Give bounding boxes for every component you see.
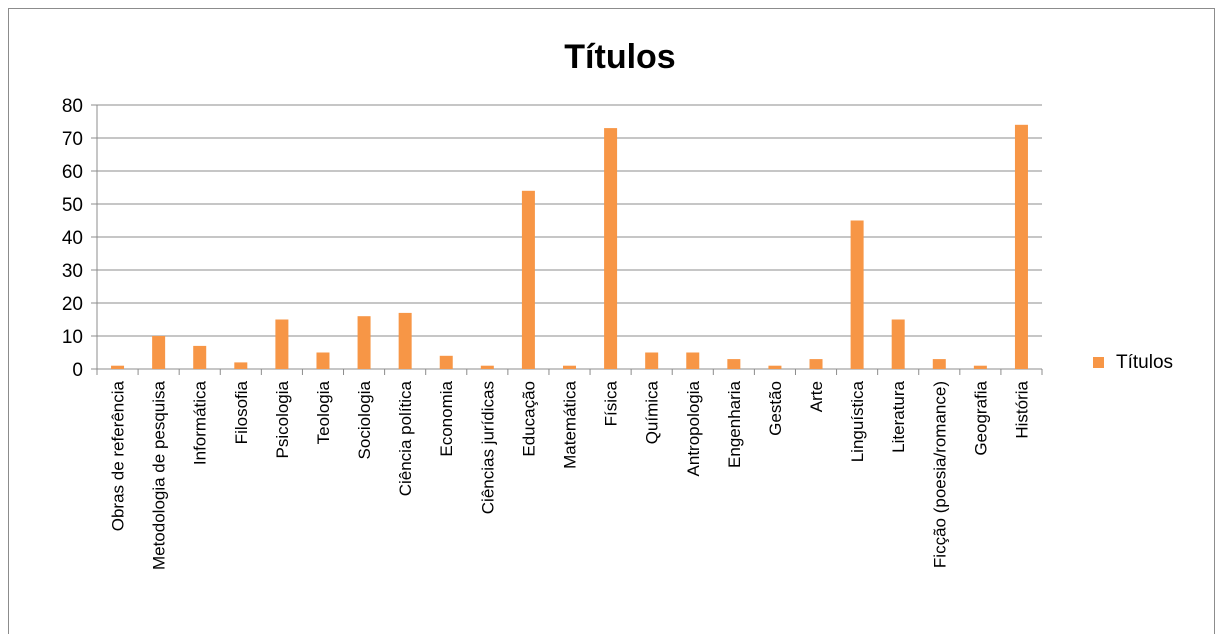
x-category-label: Literatura	[889, 380, 908, 452]
y-tick-label: 40	[62, 228, 83, 249]
x-category-label: Filosofia	[232, 380, 251, 444]
legend-label: Títulos	[1116, 352, 1173, 373]
bars	[111, 124, 1028, 369]
x-category-label: Psicologia	[273, 380, 292, 458]
bar	[152, 336, 166, 369]
bar	[809, 359, 823, 369]
bar	[111, 365, 125, 369]
bar	[686, 352, 700, 369]
x-category-label: História	[1012, 380, 1031, 438]
x-category-label: Química	[643, 380, 662, 444]
bar	[316, 352, 330, 369]
legend-swatch	[1093, 357, 1104, 368]
x-category-label: Teologia	[314, 380, 333, 444]
bar	[521, 190, 535, 369]
x-category-label: Ciência política	[396, 380, 415, 496]
bar	[275, 319, 289, 369]
bar	[932, 359, 946, 369]
bar	[1014, 124, 1028, 369]
x-category-label: Obras de referência	[109, 380, 128, 531]
bar	[727, 359, 741, 369]
x-category-label: Arte	[807, 381, 826, 412]
bar	[398, 312, 412, 369]
gridlines	[97, 104, 1042, 337]
bar	[480, 365, 494, 369]
chart-title: Títulos	[564, 38, 675, 76]
x-category-label: Física	[602, 380, 621, 426]
x-category-label: Ficção (poesia/romance)	[930, 381, 949, 568]
x-category-label: Educação	[519, 381, 538, 457]
y-tick-label: 10	[62, 327, 83, 348]
bar	[850, 220, 864, 369]
y-tick-label: 50	[62, 195, 83, 216]
y-tick-label: 80	[62, 96, 83, 117]
bar	[439, 355, 453, 369]
bar	[563, 365, 576, 369]
x-category-label: Engenharia	[725, 380, 744, 468]
y-tick-label: 30	[62, 261, 83, 282]
bar	[604, 128, 618, 369]
y-tick-label: 0	[72, 360, 83, 381]
x-category-label: Informática	[191, 380, 210, 465]
y-tick-label: 20	[62, 294, 83, 315]
x-category-label: Metodologia de pesquisa	[150, 380, 169, 570]
tick-labels: 0 10 20 30 40 50 60 70 80 Obras de referência Meto…	[62, 96, 1032, 570]
bar	[645, 352, 659, 369]
bar	[973, 365, 987, 369]
y-tick-label: 60	[62, 162, 83, 183]
x-category-label: Sociologia	[355, 380, 374, 459]
x-category-label: Linguística	[848, 380, 867, 462]
bar	[768, 365, 782, 369]
y-tick-label: 70	[62, 129, 83, 150]
bar	[234, 362, 248, 369]
x-category-label: Matemática	[561, 380, 580, 468]
x-category-label: Antropologia	[684, 380, 703, 476]
x-category-label: Economia	[437, 380, 456, 456]
x-category-label: Ciências jurídicas	[478, 381, 497, 514]
x-category-label: Geografia	[971, 380, 990, 455]
x-category-label: Gestão	[766, 381, 785, 436]
bar	[193, 345, 207, 369]
bar	[891, 319, 905, 369]
bar	[357, 316, 371, 369]
legend: Títulos	[1093, 352, 1173, 373]
